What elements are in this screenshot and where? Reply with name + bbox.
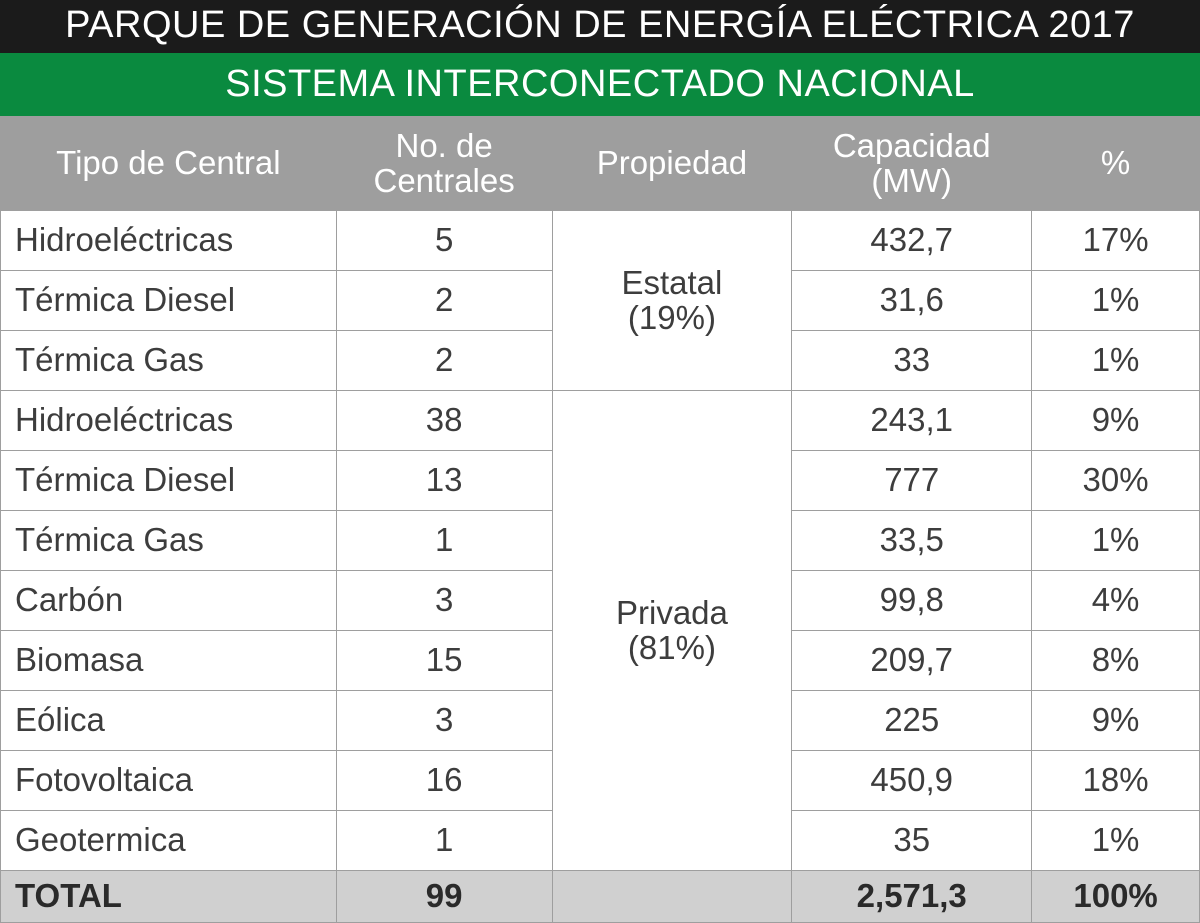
cell-tipo: Eólica: [1, 691, 337, 751]
cell-pct: 18%: [1032, 751, 1200, 811]
header-pct: %: [1032, 117, 1200, 211]
cell-capacidad: 432,7: [792, 211, 1032, 271]
cell-propiedad: Privada(81%): [552, 391, 792, 871]
header-num: No. de Centrales: [336, 117, 552, 211]
cell-capacidad: 33,5: [792, 511, 1032, 571]
cell-num: 2: [336, 331, 552, 391]
total-capacidad: 2,571,3: [792, 871, 1032, 923]
total-label: TOTAL: [1, 871, 337, 923]
generation-table: Tipo de Central No. de Centrales Propied…: [0, 116, 1200, 923]
cell-pct: 8%: [1032, 631, 1200, 691]
cell-pct: 9%: [1032, 691, 1200, 751]
cell-pct: 30%: [1032, 451, 1200, 511]
cell-tipo: Fotovoltaica: [1, 751, 337, 811]
cell-pct: 1%: [1032, 511, 1200, 571]
main-title: PARQUE DE GENERACIÓN DE ENERGÍA ELÉCTRIC…: [0, 0, 1200, 53]
cell-tipo: Biomasa: [1, 631, 337, 691]
subtitle: SISTEMA INTERCONECTADO NACIONAL: [0, 53, 1200, 116]
ownership-label: Privada: [616, 594, 728, 631]
cell-num: 15: [336, 631, 552, 691]
cell-num: 2: [336, 271, 552, 331]
cell-tipo: Hidroeléctricas: [1, 391, 337, 451]
cell-tipo: Térmica Diesel: [1, 451, 337, 511]
total-pct: 100%: [1032, 871, 1200, 923]
cell-pct: 1%: [1032, 271, 1200, 331]
cell-num: 1: [336, 511, 552, 571]
header-propiedad: Propiedad: [552, 117, 792, 211]
total-num: 99: [336, 871, 552, 923]
cell-tipo: Geotermica: [1, 811, 337, 871]
cell-tipo: Hidroeléctricas: [1, 211, 337, 271]
cell-tipo: Térmica Gas: [1, 511, 337, 571]
cell-num: 5: [336, 211, 552, 271]
cell-tipo: Carbón: [1, 571, 337, 631]
total-propiedad: [552, 871, 792, 923]
table-body: Hidroeléctricas5Estatal(19%)432,717%Térm…: [1, 211, 1200, 923]
cell-tipo: Térmica Gas: [1, 331, 337, 391]
cell-capacidad: 777: [792, 451, 1032, 511]
cell-capacidad: 35: [792, 811, 1032, 871]
cell-pct: 1%: [1032, 811, 1200, 871]
cell-pct: 9%: [1032, 391, 1200, 451]
cell-num: 3: [336, 691, 552, 751]
cell-num: 1: [336, 811, 552, 871]
cell-num: 16: [336, 751, 552, 811]
header-row: Tipo de Central No. de Centrales Propied…: [1, 117, 1200, 211]
cell-pct: 17%: [1032, 211, 1200, 271]
cell-num: 38: [336, 391, 552, 451]
cell-capacidad: 33: [792, 331, 1032, 391]
cell-num: 13: [336, 451, 552, 511]
header-capacidad: Capacidad (MW): [792, 117, 1032, 211]
table-row: Hidroeléctricas5Estatal(19%)432,717%: [1, 211, 1200, 271]
cell-tipo: Térmica Diesel: [1, 271, 337, 331]
cell-capacidad: 243,1: [792, 391, 1032, 451]
header-tipo: Tipo de Central: [1, 117, 337, 211]
table-container: PARQUE DE GENERACIÓN DE ENERGÍA ELÉCTRIC…: [0, 0, 1200, 923]
cell-pct: 1%: [1032, 331, 1200, 391]
ownership-pct: (19%): [563, 301, 782, 336]
cell-capacidad: 225: [792, 691, 1032, 751]
cell-capacidad: 31,6: [792, 271, 1032, 331]
ownership-label: Estatal: [621, 264, 722, 301]
cell-capacidad: 450,9: [792, 751, 1032, 811]
ownership-pct: (81%): [563, 631, 782, 666]
cell-capacidad: 209,7: [792, 631, 1032, 691]
cell-num: 3: [336, 571, 552, 631]
table-row: Hidroeléctricas38Privada(81%)243,19%: [1, 391, 1200, 451]
cell-propiedad: Estatal(19%): [552, 211, 792, 391]
total-row: TOTAL99 2,571,3100%: [1, 871, 1200, 923]
cell-pct: 4%: [1032, 571, 1200, 631]
cell-capacidad: 99,8: [792, 571, 1032, 631]
